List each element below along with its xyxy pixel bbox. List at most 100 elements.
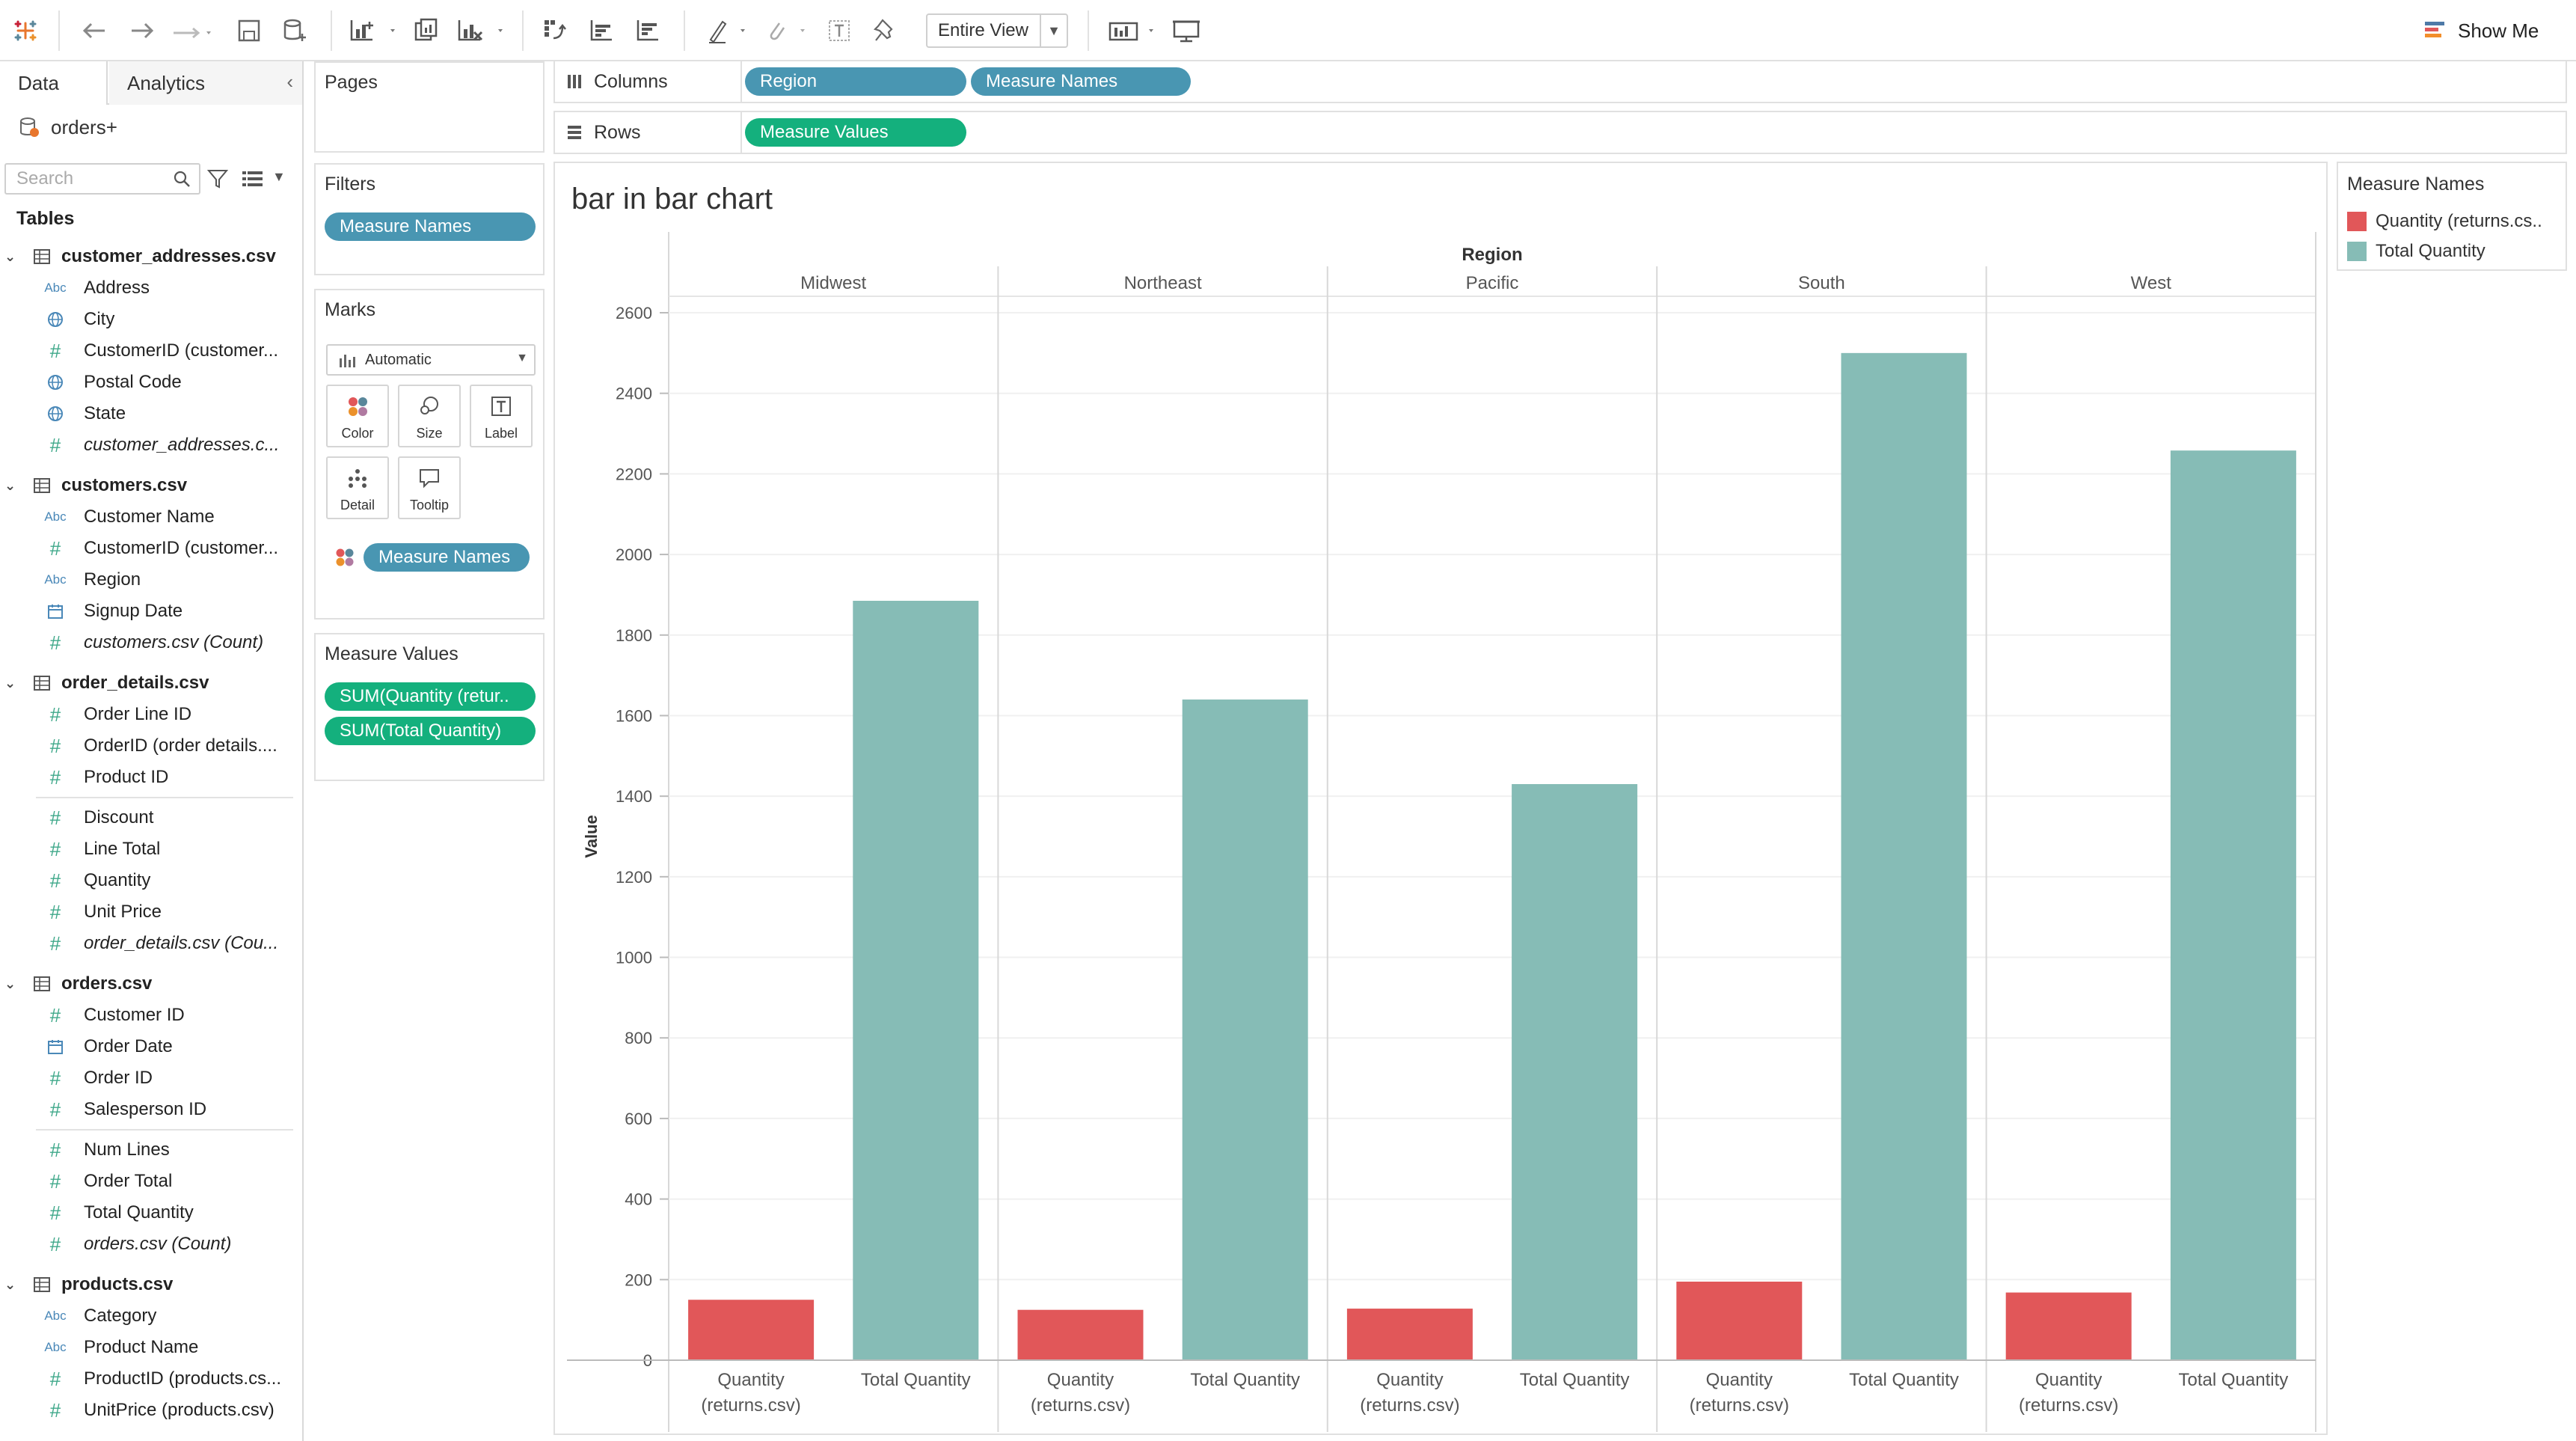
undo-icon[interactable] xyxy=(79,13,109,48)
field-item[interactable]: # Discount xyxy=(0,802,302,833)
redo-icon[interactable] xyxy=(127,13,157,48)
field-item[interactable]: City xyxy=(0,304,302,335)
fit-mode-dropdown[interactable]: Entire View ▼ xyxy=(926,13,1068,48)
columns-shelf[interactable]: Columns Region Measure Names xyxy=(553,60,2567,103)
measure-pill-total-quantity[interactable]: SUM(Total Quantity) xyxy=(325,717,536,745)
field-item[interactable]: Abc Address xyxy=(0,272,302,304)
presentation-mode-icon[interactable] xyxy=(1171,13,1201,48)
bar xyxy=(2170,450,2296,1360)
table-header[interactable]: ⌄ customers.csv xyxy=(0,470,302,501)
field-item[interactable]: # ProductID (products.cs... xyxy=(0,1363,302,1395)
color-button[interactable]: Color xyxy=(326,385,389,447)
sort-descending-icon[interactable] xyxy=(634,13,661,48)
field-item[interactable]: # orders.csv (Count) xyxy=(0,1229,302,1260)
rows-pill-measure-values[interactable]: Measure Values xyxy=(745,118,966,147)
field-item[interactable]: State xyxy=(0,398,302,429)
group-members-icon[interactable] xyxy=(764,13,809,48)
size-button[interactable]: Size xyxy=(398,385,461,447)
label-button[interactable]: Label xyxy=(470,385,533,447)
worksheet-title: bar in bar chart xyxy=(571,183,773,215)
columns-pill-region[interactable]: Region xyxy=(745,67,966,96)
field-item[interactable]: # Total Quantity xyxy=(0,1197,302,1229)
filter-pill-measure-names[interactable]: Measure Names xyxy=(325,212,536,241)
sort-ascending-icon[interactable] xyxy=(588,13,615,48)
chevron-down-icon[interactable]: ⌄ xyxy=(4,248,16,264)
field-item[interactable]: # CustomerID (customer... xyxy=(0,335,302,367)
field-name: Order Total xyxy=(84,1171,173,1191)
field-item[interactable]: # Unit Price xyxy=(0,896,302,928)
field-item[interactable]: # Num Lines xyxy=(0,1134,302,1166)
filter-icon[interactable] xyxy=(206,168,229,190)
new-datasource-icon[interactable] xyxy=(281,13,308,48)
color-pill-measure-names[interactable]: Measure Names xyxy=(364,543,530,572)
field-divider xyxy=(0,1125,302,1134)
table-header[interactable]: ⌄ customer_addresses.csv xyxy=(0,241,302,272)
search-input[interactable]: Search xyxy=(4,163,200,195)
detail-button[interactable]: Detail xyxy=(326,456,389,519)
show-cards-icon[interactable] xyxy=(1107,13,1159,48)
pages-shelf[interactable]: Pages xyxy=(314,61,545,153)
collapse-pane-icon[interactable]: ‹ xyxy=(286,70,293,93)
field-item[interactable]: # customer_addresses.c... xyxy=(0,429,302,461)
duplicate-sheet-icon[interactable] xyxy=(413,13,440,48)
color-legend[interactable]: Measure Names Quantity (returns.cs.. Tot… xyxy=(2337,162,2567,271)
field-item[interactable]: # Order Total xyxy=(0,1166,302,1197)
field-item[interactable]: # OrderID (order details.... xyxy=(0,730,302,762)
table-header[interactable]: ⌄ products.csv xyxy=(0,1269,302,1300)
legend-item-quantity[interactable]: Quantity (returns.cs.. xyxy=(2347,208,2542,235)
field-item[interactable]: # Salesperson ID xyxy=(0,1094,302,1125)
field-item[interactable]: # Order ID xyxy=(0,1062,302,1094)
table-header[interactable]: ⌄ orders.csv xyxy=(0,968,302,1000)
field-item[interactable]: # Product ID xyxy=(0,762,302,793)
tableau-logo-icon[interactable] xyxy=(12,13,39,48)
replay-icon[interactable] xyxy=(171,13,215,48)
field-item[interactable]: # order_details.csv (Cou... xyxy=(0,928,302,959)
show-mark-labels-icon[interactable] xyxy=(826,13,853,48)
table-header[interactable]: ⌄ order_details.csv xyxy=(0,667,302,699)
measure-pill-quantity[interactable]: SUM(Quantity (retur.. xyxy=(325,682,536,711)
field-item[interactable]: # CustomerID (customer... xyxy=(0,533,302,564)
bar-chart[interactable]: Region0200400600800100012001400160018002… xyxy=(555,163,2326,1434)
show-me-button[interactable]: Show Me xyxy=(2423,13,2539,48)
field-item[interactable]: Signup Date xyxy=(0,596,302,627)
color-label: Color xyxy=(341,426,374,441)
highlight-icon[interactable] xyxy=(705,13,749,48)
field-item[interactable]: # Customer ID xyxy=(0,1000,302,1031)
datasource-item[interactable]: orders+ xyxy=(18,111,117,144)
y-tick-label: 2000 xyxy=(616,545,652,564)
rows-shelf[interactable]: Rows Measure Values xyxy=(553,111,2567,154)
tooltip-button[interactable]: Tooltip xyxy=(398,456,461,519)
swap-rows-columns-icon[interactable] xyxy=(542,13,568,48)
legend-item-total-quantity[interactable]: Total Quantity xyxy=(2347,238,2485,265)
chevron-down-icon[interactable]: ⌄ xyxy=(4,1276,16,1292)
field-item[interactable]: Abc Region xyxy=(0,564,302,596)
y-tick-label: 200 xyxy=(625,1270,652,1289)
tab-analytics[interactable]: Analytics ‹ xyxy=(109,61,302,105)
fix-axes-icon[interactable] xyxy=(872,13,899,48)
list-view-icon[interactable] xyxy=(241,169,265,189)
table-name: products.csv xyxy=(61,1274,174,1294)
search-placeholder: Search xyxy=(16,168,74,189)
toolbar-separator xyxy=(58,10,60,51)
field-item[interactable]: # Quantity xyxy=(0,865,302,896)
field-item[interactable]: Abc Category xyxy=(0,1300,302,1332)
new-worksheet-icon[interactable] xyxy=(349,13,401,48)
chevron-down-icon[interactable]: ⌄ xyxy=(4,675,16,691)
field-item[interactable]: Order Date xyxy=(0,1031,302,1062)
tab-data[interactable]: Data xyxy=(0,61,108,105)
columns-pill-measure-names[interactable]: Measure Names xyxy=(971,67,1191,96)
chevron-down-icon[interactable]: ▼ xyxy=(272,169,286,184)
save-icon[interactable] xyxy=(236,13,262,48)
field-item[interactable]: # UnitPrice (products.csv) xyxy=(0,1395,302,1426)
chevron-down-icon[interactable]: ⌄ xyxy=(4,477,16,493)
field-item[interactable]: Abc Customer Name xyxy=(0,501,302,533)
field-item[interactable]: # Line Total xyxy=(0,833,302,865)
chevron-down-icon[interactable]: ⌄ xyxy=(4,976,16,991)
filters-shelf[interactable]: Filters Measure Names xyxy=(314,163,545,275)
field-item[interactable]: Abc Product Name xyxy=(0,1332,302,1363)
field-item[interactable]: # Order Line ID xyxy=(0,699,302,730)
field-item[interactable]: # customers.csv (Count) xyxy=(0,627,302,658)
clear-sheet-icon[interactable] xyxy=(456,13,509,48)
field-item[interactable]: Postal Code xyxy=(0,367,302,398)
mark-type-dropdown[interactable]: Automatic ▼ xyxy=(326,344,536,376)
